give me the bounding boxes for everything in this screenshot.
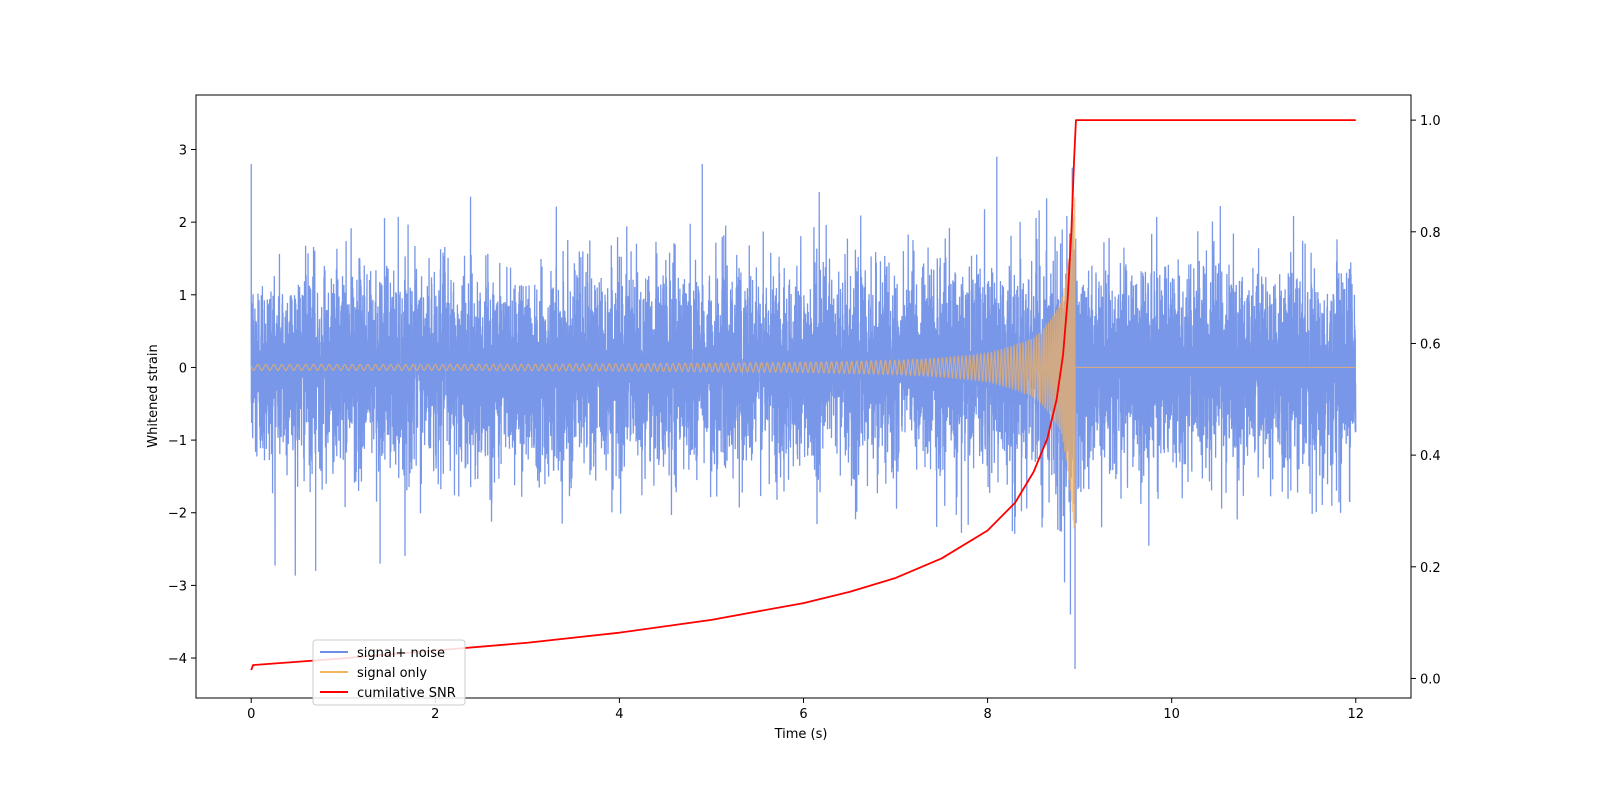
y2-tick-label: 0.8 <box>1420 226 1441 241</box>
y-tick-label: 3 <box>179 143 187 158</box>
x-tick-label: 6 <box>799 707 807 722</box>
x-axis-title: Time (s) <box>774 727 828 742</box>
legend-label-signal-only: signal only <box>357 666 427 681</box>
x-tick-label: 2 <box>431 707 439 722</box>
legend-label-cumulative-snr: cumilative SNR <box>357 686 456 701</box>
y-tick-label: −1 <box>168 434 187 449</box>
x-tick-label: 4 <box>615 707 623 722</box>
legend-label-signal-noise: signal+ noise <box>357 646 445 661</box>
legend-box <box>312 639 466 706</box>
series-cumulative-snr <box>250 119 1356 671</box>
x-tick-label: 12 <box>1347 707 1364 722</box>
y2-tick-label: 0.2 <box>1420 561 1441 576</box>
y-tick-label: 1 <box>179 289 187 304</box>
x-tick-label: 0 <box>247 707 255 722</box>
y2-tick-label: 1.0 <box>1420 114 1441 129</box>
y-tick-label: −2 <box>168 507 187 522</box>
series-signal-only <box>250 197 1356 529</box>
y2-tick-label: 0.6 <box>1420 337 1441 352</box>
x-tick-label: 10 <box>1163 707 1180 722</box>
series-layer <box>250 119 1357 671</box>
y-axis-left: 3 2 1 0 −1 −2 −3 −4 <box>168 143 196 667</box>
y-tick-label: 2 <box>179 216 187 231</box>
y2-tick-label: 0.0 <box>1420 672 1441 687</box>
y-axis-title: Whitened strain <box>146 344 161 447</box>
y-tick-label: 0 <box>179 361 187 376</box>
legend: signal+ noise signal only cumilative SNR <box>312 639 466 706</box>
x-tick-label: 8 <box>983 707 991 722</box>
y-tick-label: −3 <box>168 579 187 594</box>
y-axis-right: 1.0 0.8 0.6 0.4 0.2 0.0 <box>1411 114 1441 687</box>
y2-tick-label: 0.4 <box>1420 449 1441 464</box>
y-tick-label: −4 <box>168 652 187 667</box>
